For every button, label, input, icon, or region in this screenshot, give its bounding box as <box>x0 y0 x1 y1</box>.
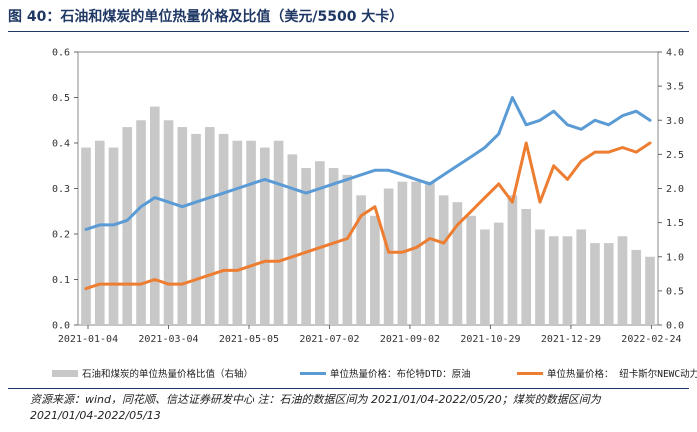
x-tick-label: 2021-12-29 <box>541 334 601 345</box>
ratio-bar <box>507 195 518 325</box>
chart-canvas: 0.0 0.1 0.2 0.3 0.4 0.5 0.6 0.0 0.5 1.0 1.5 2.0 2.5 3… <box>52 48 684 346</box>
ratio-bar <box>273 140 284 325</box>
y-right-tick-label: 0.0 <box>666 321 684 332</box>
x-tick-label: 2021-01-04 <box>58 334 118 345</box>
ratio-bar <box>603 243 614 325</box>
x-tick-label: 2021-10-29 <box>460 334 520 345</box>
ratio-bar <box>383 188 394 325</box>
ratio-bar <box>562 236 573 325</box>
y-right-tick-label: 3.5 <box>666 82 684 93</box>
ratio-bar <box>232 140 243 325</box>
legend-label-oil: 单位热量价格：布伦特DTD：原油 <box>330 369 471 380</box>
y-left-tick-label: 0.6 <box>52 48 70 59</box>
legend: 石油和煤炭的单位热量价格比值（右轴） 单位热量价格：布伦特DTD：原油 单位热量… <box>52 366 697 382</box>
source-line-2: 2021/01/04-2022/05/13 <box>30 409 161 422</box>
source-note: 资源来源：wind，同花顺、信达证券研发中心 注：石油的数据区间为 2021/0… <box>30 392 690 428</box>
ratio-bar <box>81 147 91 325</box>
y-left-tick-label: 0.0 <box>52 321 70 332</box>
title-underline <box>8 31 689 32</box>
x-tick-label: 2021-05-05 <box>219 334 279 345</box>
y-left-tick-label: 0.5 <box>52 93 70 104</box>
ratio-bar <box>590 243 600 325</box>
ratio-bar <box>342 174 353 325</box>
legend-item-oil: 单位热量价格：布伦特DTD：原油 <box>300 366 471 380</box>
ratio-bar <box>122 127 133 325</box>
ratio-bar <box>356 195 366 325</box>
ratio-bar <box>191 133 201 325</box>
y-right-tick-label: 4.0 <box>666 48 684 59</box>
ratio-bar <box>136 120 146 325</box>
legend-swatch-oil <box>300 371 326 375</box>
legend-item-ratio: 石油和煤炭的单位热量价格比值（右轴） <box>52 366 253 380</box>
ratio-bar <box>328 168 339 325</box>
y-right-tick-label: 2.5 <box>666 150 684 161</box>
y-left-tick-label: 0.2 <box>52 230 70 241</box>
chart-title: 图 40：石油和煤炭的单位热量价格及比值（美元/5500 大卡） <box>8 9 404 25</box>
ratio-bar <box>163 120 174 325</box>
ratio-bar <box>260 147 270 325</box>
ratio-bar <box>548 236 559 325</box>
ratio-bar <box>425 181 435 325</box>
ratio-bar <box>246 140 256 325</box>
ratio-bar <box>94 140 105 325</box>
ratio-bar <box>204 127 215 325</box>
legend-swatch-coal <box>517 371 543 375</box>
ratio-bar <box>521 208 532 325</box>
ratio-bar <box>480 229 490 325</box>
y-right-tick-label: 1.0 <box>666 252 684 263</box>
y-left-tick-label: 0.4 <box>52 139 70 150</box>
ratio-bar <box>315 161 325 325</box>
legend-label-coal: 单位热量价格： 纽卡斯尔NEWC动力煤 <box>547 369 697 380</box>
ratio-bar <box>535 229 545 325</box>
legend-label-ratio: 石油和煤炭的单位热量价格比值（右轴） <box>82 369 254 380</box>
y-left-tick-label: 0.3 <box>52 184 70 195</box>
ratio-bar <box>576 229 587 325</box>
ratio-bar <box>617 236 628 325</box>
y-right-tick-label: 1.5 <box>666 218 684 229</box>
ratio-bar <box>287 154 298 325</box>
ratio-bar <box>177 127 188 325</box>
ratio-bar <box>411 181 421 325</box>
ratio-bar <box>452 202 463 325</box>
y-right-tick-label: 2.0 <box>666 184 684 195</box>
ratio-bar <box>645 256 655 325</box>
ratio-bar <box>466 215 476 325</box>
y-right-tick-label: 0.5 <box>666 286 684 297</box>
y-right-tick-label: 3.0 <box>666 116 684 127</box>
ratio-bar <box>149 106 160 325</box>
ratio-bar <box>301 168 311 325</box>
source-line-1: 资源来源：wind，同花顺、信达证券研发中心 注：石油的数据区间为 2021/0… <box>30 393 601 406</box>
ratio-bar <box>108 147 119 325</box>
ratio-bar <box>631 249 642 325</box>
legend-swatch-ratio <box>52 369 78 377</box>
ratio-bar <box>370 215 380 325</box>
y-left-tick-label: 0.1 <box>52 275 70 286</box>
ratio-bar <box>218 133 229 325</box>
x-tick-label: 2021-09-02 <box>380 334 440 345</box>
legend-item-coal: 单位热量价格： 纽卡斯尔NEWC动力煤 <box>517 366 697 380</box>
x-tick-label: 2022-02-24 <box>621 334 681 345</box>
ratio-bar <box>493 222 504 325</box>
x-tick-label: 2021-07-02 <box>299 334 359 345</box>
x-tick-label: 2021-03-04 <box>138 334 198 345</box>
coal-price-line <box>84 141 652 291</box>
oil-price-line <box>84 96 652 231</box>
source-divider <box>8 388 689 389</box>
ratio-bar <box>438 195 449 325</box>
